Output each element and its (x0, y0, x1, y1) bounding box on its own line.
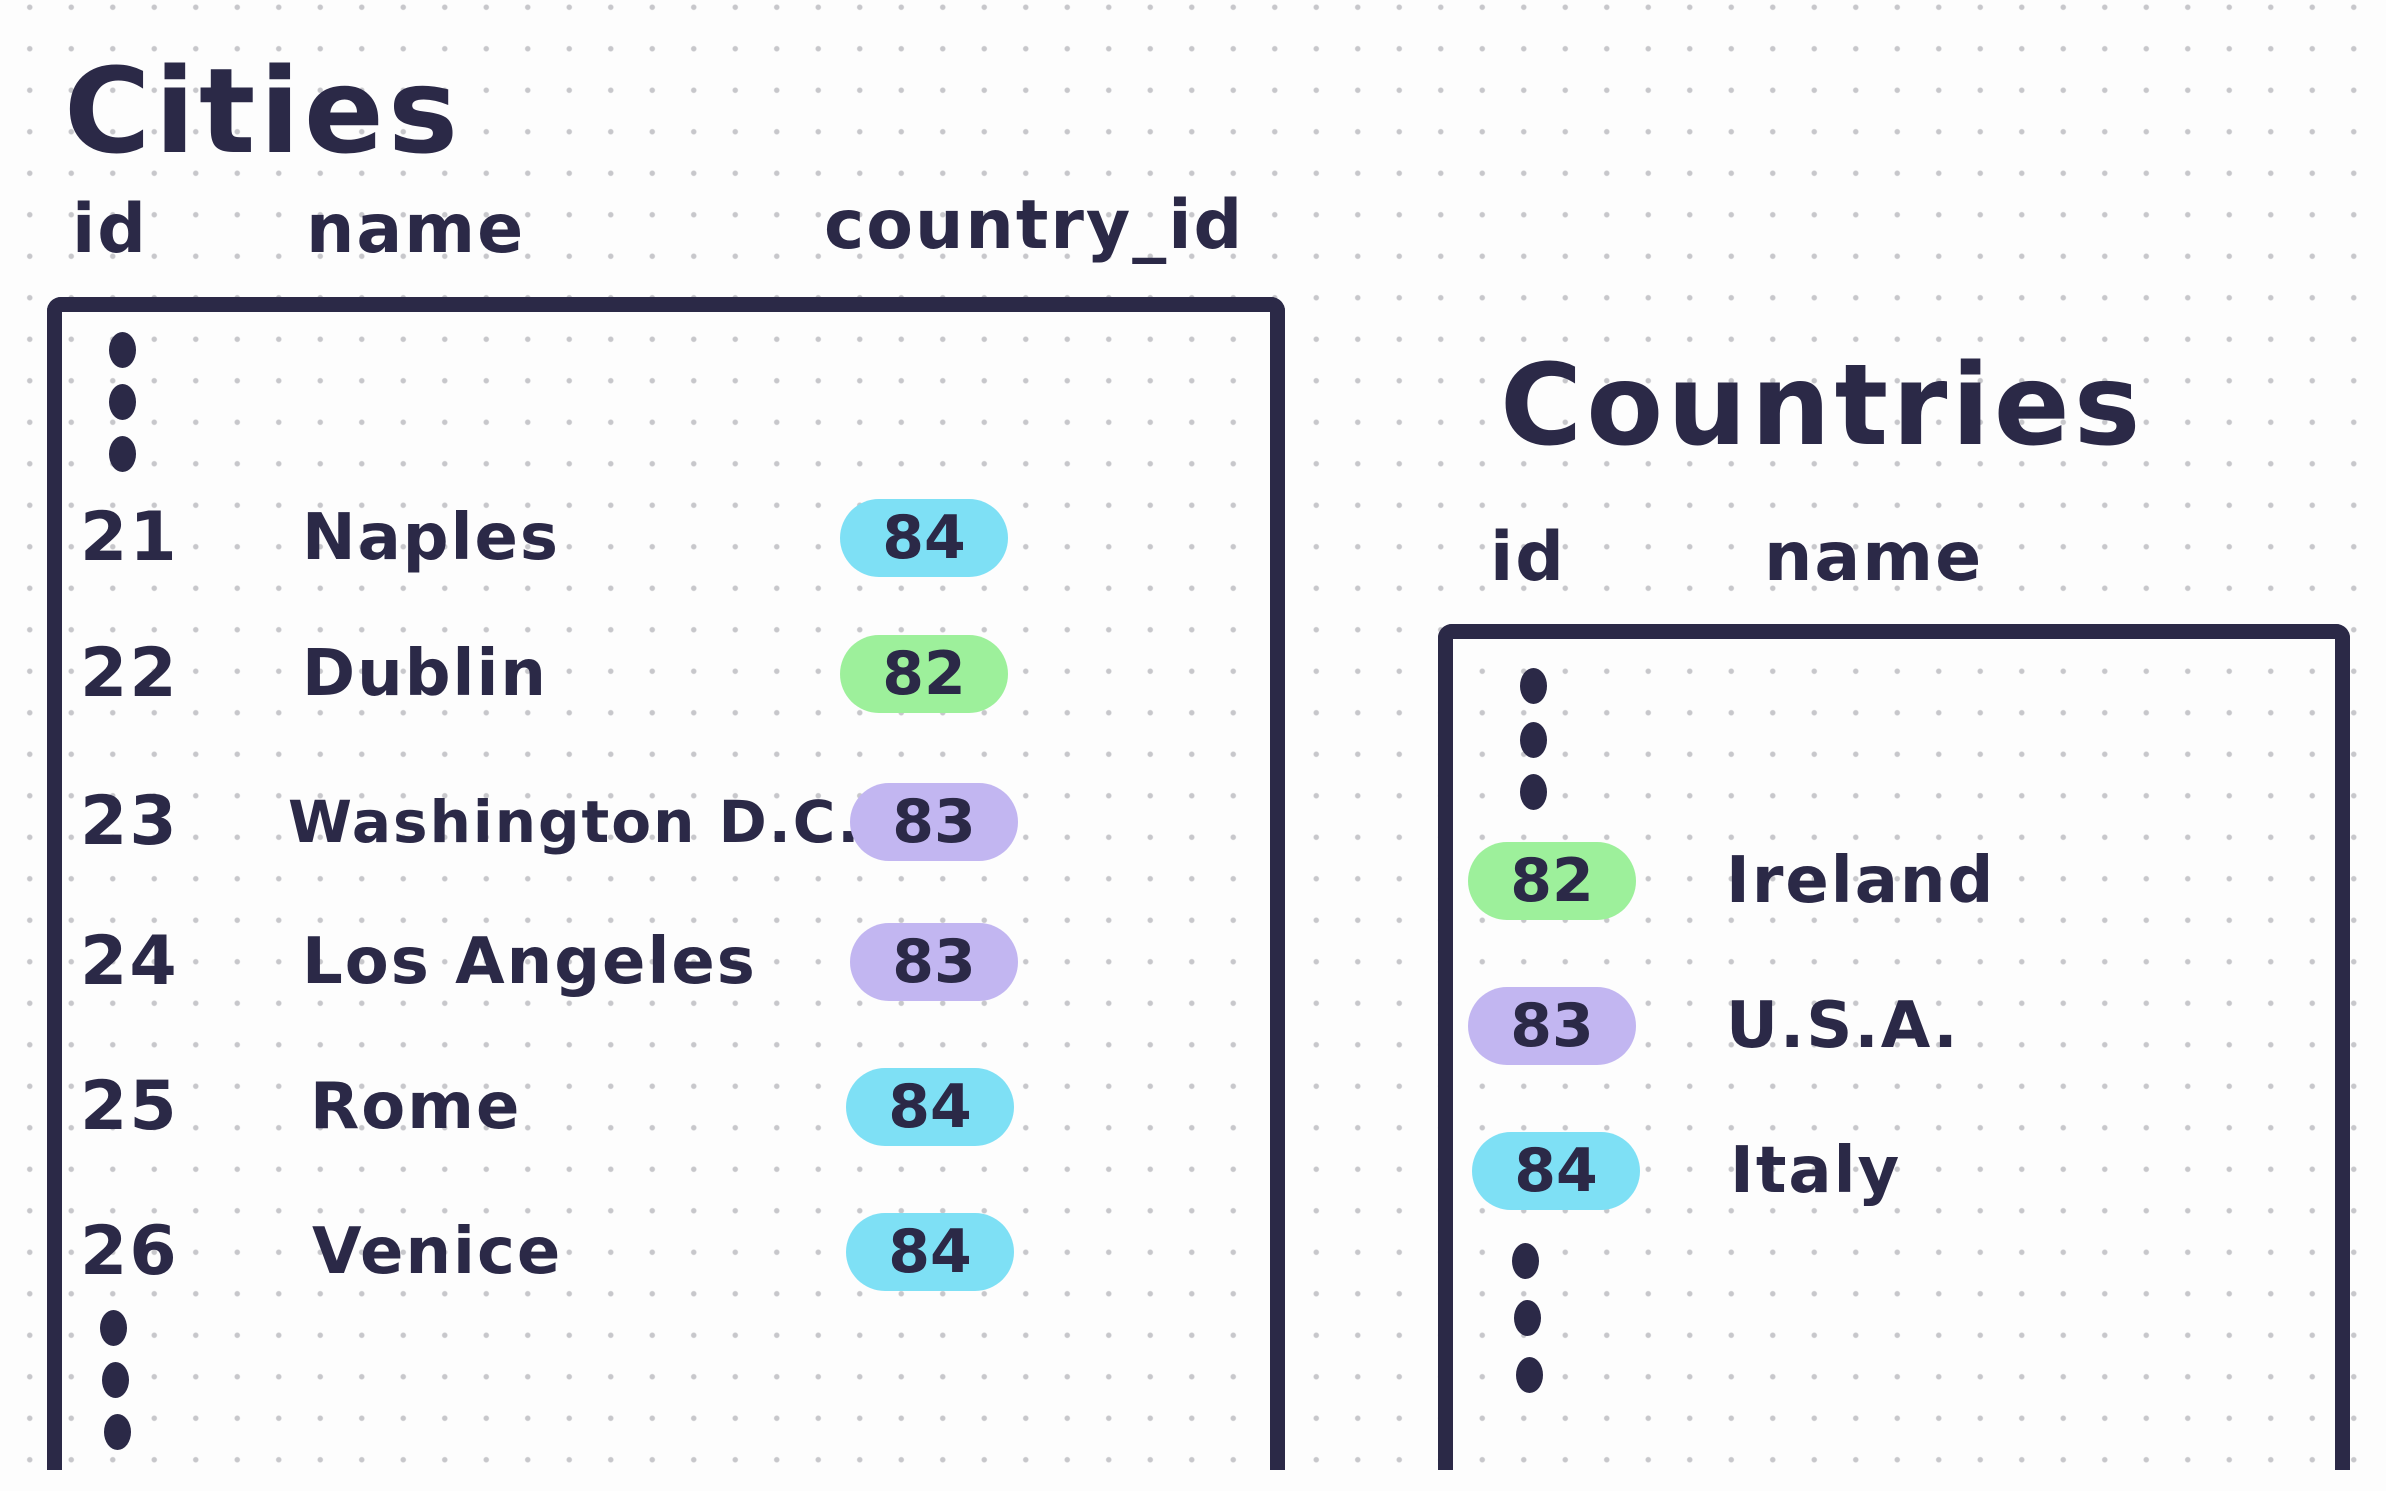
cities-bottom-ellipsis-dot (102, 1362, 129, 1398)
countries-bottom-ellipsis-dot (1512, 1243, 1539, 1279)
countries-top-ellipsis-dot (1520, 668, 1547, 704)
table-row: 82 Ireland (0, 831, 2330, 931)
countries-table-box (1438, 624, 2350, 1470)
table-row: 84 Italy (0, 1121, 2330, 1221)
country-id-badge: 83 (850, 783, 1018, 861)
country-name: Italy (1730, 1134, 1902, 1208)
table-row: 23 Washington D.C. 83 (0, 772, 1255, 872)
city-id: 25 (80, 1067, 179, 1146)
table-row: 25 Rome 84 (0, 1057, 1255, 1157)
country-name: U.S.A. (1726, 989, 1960, 1063)
countries-column-header-id: id (1490, 518, 1566, 597)
country-id-badge: 82 (840, 635, 1008, 713)
table-row: 22 Dublin 82 (0, 624, 1255, 724)
table-row: 24 Los Angeles 83 (0, 912, 1255, 1012)
table-row: 21 Naples 84 (0, 488, 1255, 588)
cities-table-title: Cities (64, 42, 463, 180)
cities-top-ellipsis-dot (109, 436, 136, 472)
country-id-badge: 84 (846, 1213, 1014, 1291)
city-id: 23 (80, 782, 179, 861)
city-id: 24 (80, 922, 179, 1001)
countries-bottom-ellipsis-dot (1514, 1300, 1541, 1336)
table-row: 26 Venice 84 (0, 1202, 1255, 1302)
countries-top-ellipsis-dot (1520, 722, 1547, 758)
table-row: 83 U.S.A. (0, 976, 2330, 1076)
cities-top-ellipsis-dot (109, 384, 136, 420)
city-name: Dublin (302, 637, 548, 711)
city-id: 26 (80, 1212, 179, 1291)
cities-table-box (47, 297, 1285, 1470)
country-id-badge: 84 (840, 499, 1008, 577)
cities-column-header-name: name (306, 190, 526, 269)
country-id-badge: 84 (1472, 1132, 1640, 1210)
city-name: Los Angeles (302, 925, 757, 999)
countries-bottom-ellipsis-dot (1516, 1357, 1543, 1393)
countries-top-ellipsis-dot (1520, 774, 1547, 810)
city-name: Rome (310, 1070, 522, 1144)
country-id-badge: 83 (850, 923, 1018, 1001)
city-id: 22 (80, 634, 179, 713)
cities-bottom-ellipsis-dot (104, 1414, 131, 1450)
country-id-badge: 82 (1468, 842, 1636, 920)
cities-top-ellipsis-dot (109, 332, 136, 368)
country-id-badge: 84 (846, 1068, 1014, 1146)
country-id-badge: 83 (1468, 987, 1636, 1065)
country-name: Ireland (1726, 844, 1996, 918)
countries-column-header-name: name (1764, 518, 1984, 597)
countries-table-title: Countries (1500, 341, 2145, 471)
city-name: Washington D.C. (288, 788, 862, 856)
city-name: Naples (302, 501, 560, 575)
cities-column-header-country-id: country_id (824, 186, 1245, 265)
cities-bottom-ellipsis-dot (100, 1310, 127, 1346)
city-name: Venice (312, 1215, 563, 1289)
cities-column-header-id: id (72, 190, 148, 269)
city-id: 21 (80, 498, 179, 577)
